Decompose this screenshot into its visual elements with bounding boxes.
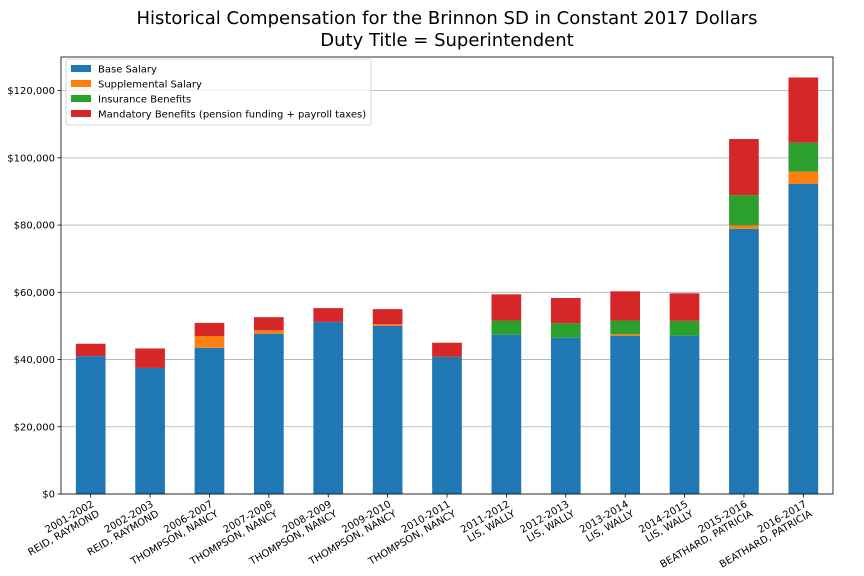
bar-segment <box>313 308 344 322</box>
bar-segment <box>491 320 522 335</box>
bar-segment <box>550 298 581 324</box>
legend-label: Base Salary <box>98 65 157 76</box>
bars <box>75 77 819 495</box>
legend-swatch <box>71 95 91 102</box>
bar-segment <box>254 317 284 331</box>
legend: Base Salary Supplemental Salary Insurance … <box>65 58 372 126</box>
bar-segment <box>610 291 640 321</box>
bar-segment <box>194 322 225 337</box>
bar-segment <box>788 171 819 184</box>
x-tick-label: 2011-2012LIS, WALLY <box>459 499 518 546</box>
legend-box <box>65 58 372 126</box>
bar-segment <box>135 348 165 368</box>
legend-swatch <box>71 80 91 87</box>
bar-segment <box>788 183 819 495</box>
bar-segment <box>491 294 522 321</box>
bar-segment <box>372 324 403 326</box>
bar-segment <box>610 335 640 494</box>
bar-segment <box>75 356 106 494</box>
x-axis: 2001-2002REID, RAYMOND 2002-2003REID, RAY… <box>26 494 814 571</box>
bar-segment <box>550 337 581 494</box>
y-tick-label: $40,000 <box>14 355 55 366</box>
bar-segment <box>729 195 759 226</box>
y-tick-label: $60,000 <box>14 288 55 299</box>
y-tick-label: $120,000 <box>7 86 55 97</box>
bar-segment <box>135 367 165 494</box>
bar-segment <box>194 347 225 494</box>
legend-swatch <box>71 110 91 117</box>
bar-segment <box>669 335 700 494</box>
legend-label: Mandatory Benefits (pension funding + pa… <box>98 110 366 121</box>
bar-segment <box>194 336 225 348</box>
bar-segment <box>788 77 819 143</box>
legend-label: Insurance Benefits <box>98 95 191 106</box>
bar-segment <box>491 334 522 494</box>
bar-segment <box>254 330 284 334</box>
bar-segment <box>75 343 106 357</box>
bar-segment <box>610 320 640 334</box>
bar-segment <box>372 325 403 494</box>
bar-segment <box>550 323 581 338</box>
bar-segment <box>432 356 462 494</box>
bar-segment <box>788 142 819 172</box>
bar-segment <box>313 321 344 494</box>
y-axis: $0 $20,000 $40,000 $60,000 $80,000 $100,000 $1… <box>7 86 61 501</box>
bar-segment <box>729 228 759 495</box>
bar-segment <box>610 333 640 336</box>
y-tick-label: $100,000 <box>7 153 55 164</box>
bar-segment <box>669 320 700 336</box>
y-tick-label: $20,000 <box>14 422 55 433</box>
bar-segment <box>432 342 462 357</box>
x-tick-label: 2012-2013LIS, WALLY <box>519 499 578 546</box>
bar-segment <box>669 293 700 321</box>
bar-segment <box>372 309 403 325</box>
bar-segment <box>729 225 759 229</box>
y-tick-label: $80,000 <box>14 221 55 232</box>
chart-subtitle: Duty Title = Superintendent <box>320 30 574 51</box>
x-tick-label: 2013-2014LIS, WALLY <box>578 499 637 546</box>
x-tick-label: 2014-2015LIS, WALLY <box>637 499 696 546</box>
chart-title: Historical Compensation for the Brinnon … <box>136 8 758 29</box>
y-tick-label: $0 <box>42 490 55 501</box>
bar-segment <box>254 333 284 494</box>
legend-swatch <box>71 65 91 72</box>
bar-segment <box>729 139 759 196</box>
legend-label: Supplemental Salary <box>98 80 202 91</box>
